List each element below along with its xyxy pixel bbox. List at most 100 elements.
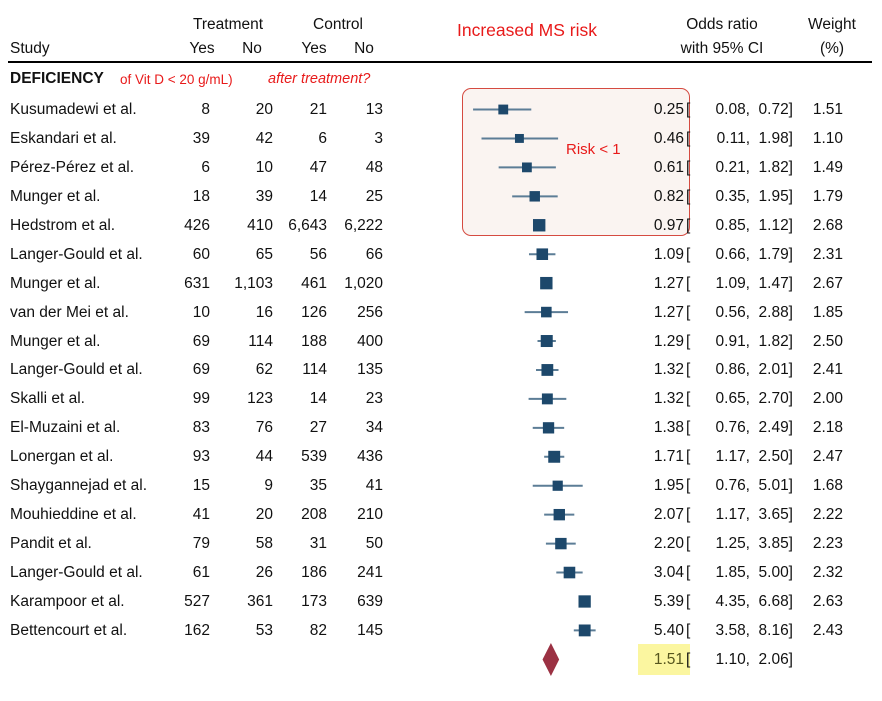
treatment-yes-count: 39	[192, 129, 210, 147]
ci-low-value: 0.08,	[715, 101, 750, 118]
study-name: van der Mei et al.	[10, 303, 129, 321]
treatment-yes-count: 69	[192, 332, 210, 350]
or-value: 5.40	[653, 621, 684, 639]
or-value: 5.39	[653, 592, 684, 610]
table-row: El-Muzaini et al. 83 76 27 34 1.38[0.76, 2.49]…	[0, 413, 882, 442]
weight-value: 2.43	[812, 621, 843, 639]
table-row: Munger et al. 18 39 14 25 0.82[0.35, 1.95] 1.79	[0, 182, 882, 211]
study-name: Skalli et al.	[10, 390, 85, 408]
table-row: Shaygannejad et al. 15 9 35 41 1.95[0.76, 5.01…	[0, 471, 882, 500]
ci-open-bracket: [	[686, 303, 691, 321]
or-value: 1.32	[653, 390, 684, 408]
study-name: Mouhieddine et al.	[10, 506, 137, 524]
ci-high-value: 2.49]	[758, 419, 793, 437]
control-no-count: 13	[365, 101, 383, 118]
odds-ratio-header-line1: Odds ratio	[686, 16, 758, 33]
treatment-yes-count: 79	[192, 535, 210, 553]
or-value: 1.09	[653, 245, 684, 263]
control-no-count: 135	[357, 361, 383, 379]
or-value: 1.27	[653, 303, 684, 321]
control-yes-count: 114	[302, 361, 327, 379]
weight-header-line2: (%)	[819, 40, 845, 57]
table-row: Mouhieddine et al. 41 20 208 210 2.07[1.17, 3.…	[0, 500, 882, 529]
weight-value: 2.31	[812, 245, 843, 263]
ci-low-value: 1.25,	[715, 535, 750, 553]
ci-open-bracket: [	[686, 592, 691, 610]
weight-value: 1.68	[812, 477, 843, 495]
treatment-no-count: 16	[255, 303, 273, 321]
control-yes-count: 126	[301, 303, 327, 321]
weight-value: 2.50	[812, 332, 843, 350]
ci-open-bracket: [	[686, 216, 691, 234]
table-row: Langer-Gould et al. 60 65 56 66 1.09[0.66, 1.7…	[0, 240, 882, 269]
treatment-no-count: 26	[255, 564, 273, 582]
ci-high-value: 2.01]	[758, 361, 793, 379]
control-yes-count: 173	[301, 592, 327, 610]
treatment-yes-count: 83	[192, 419, 210, 437]
study-name: Pérez-Pérez et al.	[10, 158, 135, 176]
treatment-no-count: 410	[247, 216, 273, 234]
study-name: Langer-Gould et al.	[10, 564, 143, 582]
or-value: 0.61	[653, 158, 684, 176]
treatment-group-header: Treatment	[192, 16, 264, 33]
weight-header-line1: Weight	[808, 16, 856, 33]
weight-value: 1.10	[812, 129, 843, 147]
study-name: Munger et al.	[10, 274, 101, 292]
ci-low-value: 0.86,	[715, 361, 750, 379]
control-no-count: 25	[365, 187, 383, 205]
ci-low-value: 0.11,	[716, 129, 750, 147]
ci-open-bracket: [	[686, 564, 691, 582]
ci-open-bracket: [	[686, 187, 691, 205]
ci-low-value: 3.58,	[715, 621, 750, 639]
treatment-no-count: 20	[255, 101, 273, 118]
weight-value: 2.67	[812, 274, 843, 292]
treatment-no-count: 10	[255, 158, 273, 176]
table-row: Karampoor et al. 527 361 173 639 5.39[4.35, 6.…	[0, 587, 882, 616]
study-name: Shaygannejad et al.	[10, 477, 148, 495]
control-yes-count: 56	[309, 245, 327, 263]
ci-high-value: 2.70]	[758, 390, 793, 408]
treatment-yes-count: 8	[201, 101, 210, 118]
ci-low-value: 0.91,	[715, 332, 750, 350]
weight-value: 1.51	[812, 101, 843, 118]
ci-high-value: 3.65]	[758, 506, 793, 524]
control-no-count: 639	[357, 592, 383, 610]
weight-value: 2.18	[812, 419, 843, 437]
odds-ratio-header-line2: with 95% CI	[680, 40, 764, 57]
treatment-no-count: 58	[255, 535, 273, 553]
ci-low-value: 0.56,	[715, 303, 750, 321]
ci-open-bracket: [	[686, 506, 691, 524]
control-yes-count: 27	[309, 419, 327, 437]
treatment-no-count: 114	[248, 332, 273, 350]
treatment-yes-count: 99	[192, 390, 210, 408]
table-row: Pérez-Pérez et al. 6 10 47 48 0.61[0.21, 1.82]…	[0, 153, 882, 182]
control-no-count: 66	[365, 245, 383, 263]
treatment-no-count: 20	[255, 506, 273, 524]
pooled-or-value: 1.51	[653, 651, 684, 668]
treatment-no-header: No	[242, 40, 262, 57]
treatment-yes-count: 6	[201, 158, 210, 176]
ci-high-value: 1.12]	[758, 216, 793, 234]
ci-high-value: 1.79]	[758, 245, 793, 263]
ci-high-value: 5.01]	[758, 477, 793, 495]
ci-low-value: 1.85,	[715, 564, 750, 582]
ci-low-value: 0.65,	[715, 390, 750, 408]
treatment-yes-count: 69	[192, 361, 210, 379]
treatment-yes-count: 41	[192, 506, 210, 524]
control-group-header: Control	[313, 16, 363, 33]
control-no-count: 241	[357, 564, 383, 582]
ci-low-value: 1.09,	[715, 274, 750, 292]
table-row: Skalli et al. 99 123 14 23 1.32[0.65, 2.70] 2.0…	[0, 384, 882, 413]
study-name: Kusumadewi et al.	[10, 101, 137, 118]
control-yes-count: 14	[309, 390, 327, 408]
ci-high-value: 0.72]	[758, 101, 793, 118]
plot-title-increased-ms-risk: Increased MS risk	[456, 20, 598, 40]
ci-low-value: 0.21,	[715, 158, 750, 176]
ci-open-bracket: [	[686, 274, 691, 292]
treatment-yes-count: 631	[184, 274, 210, 292]
control-no-count: 256	[357, 303, 383, 321]
ci-open-bracket: [	[686, 535, 691, 553]
control-yes-count: 47	[309, 158, 327, 176]
ci-high-value: 1.82]	[758, 332, 793, 350]
